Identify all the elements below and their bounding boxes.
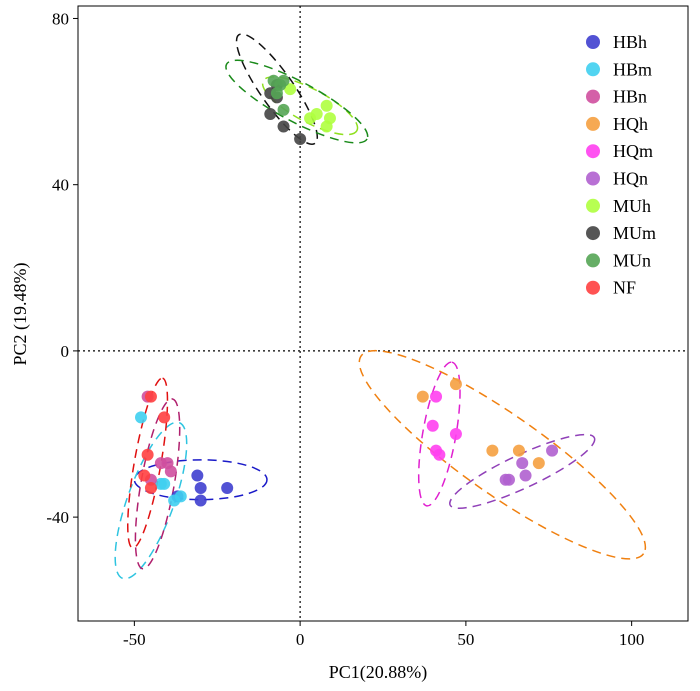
point-mum-4 — [277, 120, 290, 133]
point-muh-6 — [323, 112, 336, 125]
point-hbh-1 — [191, 469, 204, 482]
confidence-ellipse-mum — [235, 33, 319, 145]
confidence-ellipse-nf — [127, 377, 169, 549]
point-hbh-5 — [221, 482, 234, 495]
confidence-ellipse-muh — [261, 76, 359, 136]
legend-marker-hbh — [586, 35, 600, 49]
legend-label-mun: MUn — [613, 250, 651, 270]
point-hbh-2 — [194, 482, 207, 495]
point-hqn-3 — [516, 457, 529, 470]
legend-marker-muh — [586, 198, 600, 213]
legend-label-hbm: HBm — [613, 59, 652, 79]
x-tick-label: 100 — [619, 630, 645, 649]
axis-ticks: -50 0 50 100 80 40 0 -40 — [46, 9, 644, 649]
point-hqm-4 — [433, 448, 446, 461]
point-hqh-4 — [512, 444, 525, 457]
y-tick-label: 40 — [52, 176, 69, 195]
point-hbn-4 — [164, 465, 177, 478]
point-hqm-1 — [430, 390, 443, 403]
point-mum-3 — [264, 108, 277, 121]
legend-marker-hqn — [586, 171, 600, 186]
legend-label-hqn: HQn — [613, 169, 648, 189]
point-mum-5 — [294, 132, 307, 145]
legend-label-hbn: HBn — [613, 87, 647, 107]
legend-marker-mum — [586, 226, 600, 241]
point-hqh-1 — [416, 390, 429, 403]
legend-label-hqh: HQh — [613, 114, 648, 134]
point-muh-4 — [320, 99, 333, 112]
point-nf-3 — [141, 448, 154, 461]
point-hqn-5 — [546, 444, 559, 457]
point-hbm-3 — [158, 477, 171, 490]
point-hqm-5 — [449, 428, 462, 441]
plot-frame — [77, 5, 689, 622]
confidence-ellipse-hbh — [133, 459, 268, 501]
confidence-ellipse-hqh — [358, 349, 647, 560]
confidence-ellipse-hbm — [114, 421, 188, 580]
legend-label-muh: MUh — [613, 196, 651, 216]
legend-marker-nf — [586, 280, 600, 295]
point-nf-1 — [144, 390, 157, 403]
legend-label-mum: MUm — [613, 223, 656, 243]
legend-marker-hbn — [586, 89, 600, 104]
y-tick-label: -40 — [46, 508, 69, 527]
confidence-ellipse-mun — [225, 59, 369, 144]
data-points — [134, 74, 559, 507]
y-axis-label: PC2 (19.48%) — [10, 262, 31, 365]
point-muh-3 — [310, 108, 323, 121]
legend-label-nf: NF — [613, 278, 636, 298]
legend-marker-hbm — [586, 62, 600, 77]
confidence-ellipse-hbn — [134, 398, 181, 570]
point-hbm-5 — [174, 490, 187, 503]
point-hbh-4 — [194, 494, 207, 507]
y-tick-label: 80 — [52, 9, 69, 28]
point-nf-4 — [138, 469, 151, 482]
legend-label-hbh: HBh — [613, 32, 647, 52]
point-nf-2 — [158, 411, 171, 424]
point-hbm-1 — [134, 411, 147, 424]
legend-marker-hqm — [586, 144, 600, 159]
legend: HBh HBm HBn HQh HQm HQn MUh MUm MUn NF — [586, 32, 656, 298]
confidence-ellipse-hqn — [449, 433, 596, 509]
point-mun-3 — [277, 74, 290, 87]
point-hqh-3 — [486, 444, 499, 457]
legend-label-hqm: HQm — [613, 141, 653, 161]
point-mun-4 — [277, 103, 290, 116]
point-mun-5 — [270, 87, 283, 100]
x-tick-label: 50 — [457, 630, 474, 649]
point-hqh-5 — [532, 457, 545, 470]
point-hqn-2 — [502, 473, 515, 486]
x-tick-label: -50 — [123, 630, 146, 649]
x-tick-label: 0 — [296, 630, 305, 649]
legend-marker-hqh — [586, 116, 600, 131]
point-hqm-2 — [426, 419, 439, 432]
group-ellipses — [114, 33, 647, 580]
y-tick-label: 0 — [61, 342, 70, 361]
point-hqh-2 — [449, 378, 462, 391]
x-axis-label: PC1(20.88%) — [329, 662, 428, 683]
point-hqn-4 — [519, 469, 532, 482]
point-muh-1 — [284, 83, 297, 96]
legend-marker-mun — [586, 253, 600, 268]
point-nf-5 — [144, 482, 157, 495]
